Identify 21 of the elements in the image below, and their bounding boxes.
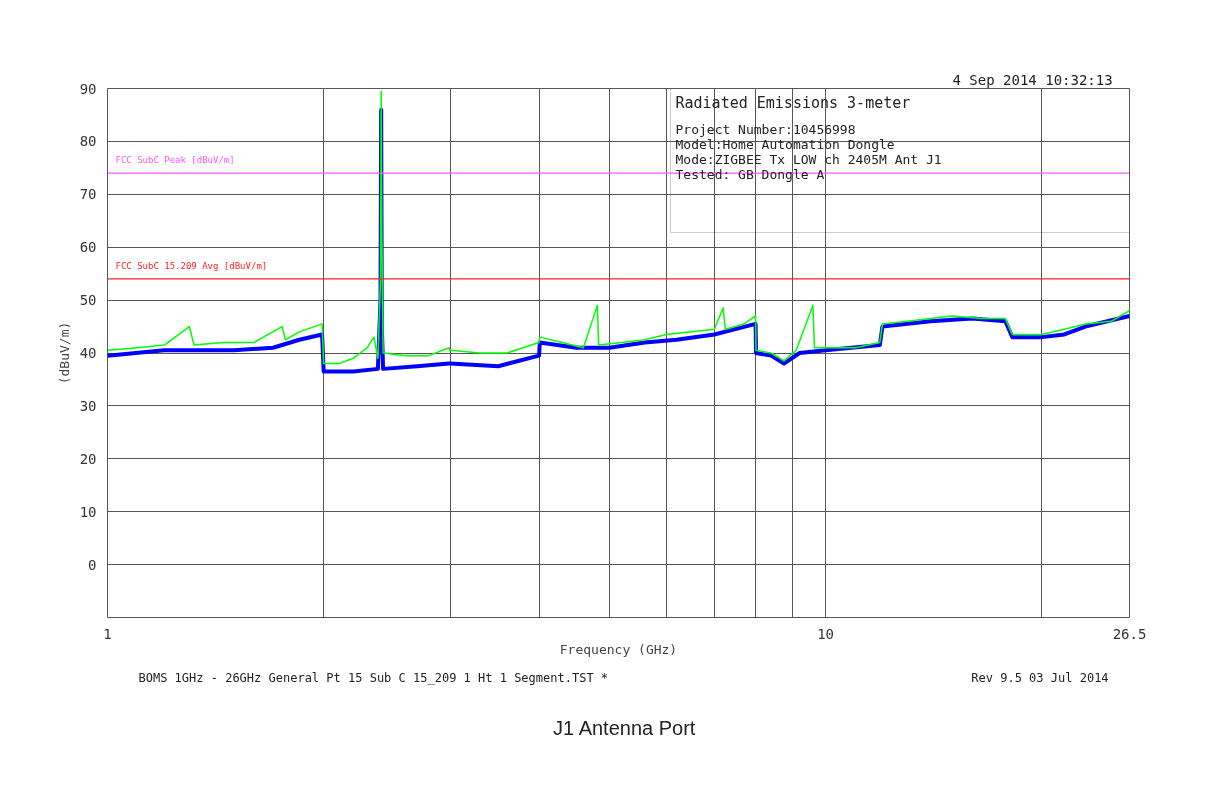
y-tick-label: 20 bbox=[79, 450, 97, 467]
text: BOMS 1GHz - 26GHz General Pt 15 Sub C 15_209 1 Ht 1 Segment.TST * bbox=[138, 670, 609, 685]
y-tick-label: 10 bbox=[79, 503, 97, 520]
y-tick-label: 70 bbox=[79, 186, 97, 203]
y-axis-title: (dBuV/m) bbox=[56, 321, 72, 385]
y-tick-label: 60 bbox=[79, 239, 97, 256]
x-axis-title: Frequency (GHz) bbox=[559, 641, 678, 657]
ref-line-label: FCC SubC Peak [dBuV/m] bbox=[115, 155, 235, 166]
y-tick-label: 40 bbox=[79, 345, 97, 361]
text: Rev 9.5 03 Jul 2014 bbox=[971, 670, 1109, 685]
x-tick-label: 10 bbox=[817, 625, 835, 642]
y-tick-label: 80 bbox=[79, 133, 97, 150]
y-tick-label: 90 bbox=[79, 80, 97, 97]
y-tick-label: 30 bbox=[79, 397, 97, 414]
ref-line-label: FCC SubC 15.209 Avg [dBuV/m] bbox=[115, 260, 268, 271]
text: J1 Antenna Port bbox=[553, 716, 696, 739]
x-tick-label: 1 bbox=[103, 625, 112, 642]
text: 4 Sep 2014 10:32:13 bbox=[952, 71, 1113, 88]
x-tick-label: 26.5 bbox=[1112, 625, 1147, 642]
y-tick-label: 0 bbox=[88, 556, 97, 573]
y-tick-label: 50 bbox=[79, 292, 97, 309]
